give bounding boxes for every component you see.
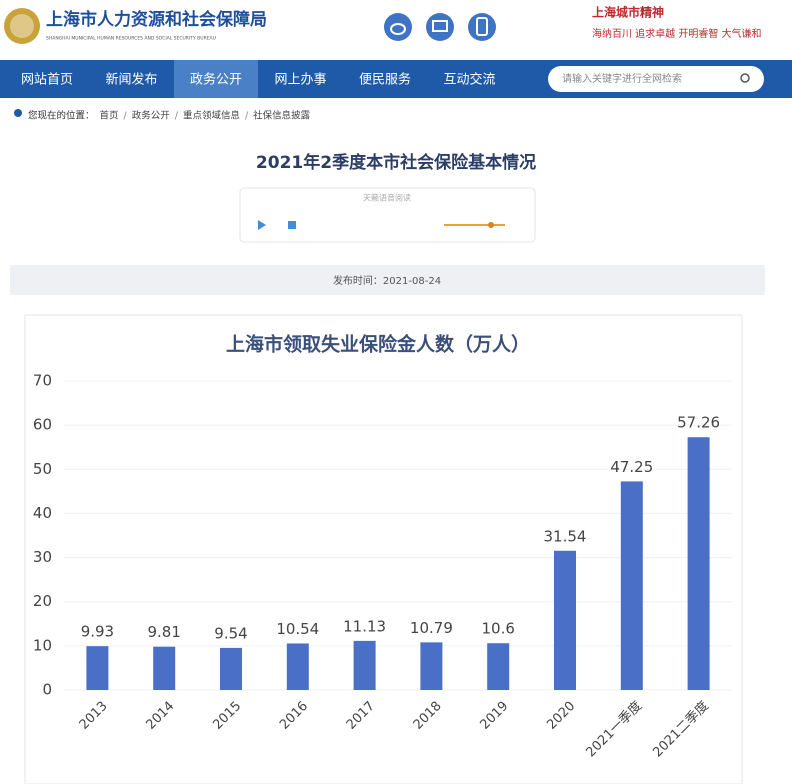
article-title: 2021年2季度本市社会保险基本情况 xyxy=(256,152,536,173)
y-tick-label: 20 xyxy=(33,592,52,610)
location-icon xyxy=(14,109,22,117)
nav-active xyxy=(174,60,258,98)
date-bar xyxy=(10,265,765,295)
publish-date: 发布时间：2021-08-24 xyxy=(333,274,441,287)
y-tick-label: 40 xyxy=(33,504,52,522)
breadcrumb-separator: / xyxy=(124,111,128,122)
nav-item[interactable]: 政务公开 xyxy=(190,72,242,88)
bar xyxy=(620,481,643,690)
nav-item[interactable]: 网站首页 xyxy=(21,73,73,88)
bar xyxy=(220,647,242,690)
data-label: 10.79 xyxy=(410,619,453,637)
breadcrumb-item[interactable]: 政务公开 xyxy=(132,110,171,122)
y-tick-label: 70 xyxy=(33,372,52,390)
bar xyxy=(286,643,309,690)
bar xyxy=(487,643,510,690)
site-title: 上海市人力资源和社会保障局 xyxy=(46,9,267,30)
data-label: 31.54 xyxy=(544,527,587,545)
web-glyph xyxy=(432,20,448,32)
y-tick-label: 50 xyxy=(33,460,52,478)
mobile-icon[interactable] xyxy=(468,13,496,41)
y-tick-label: 60 xyxy=(33,416,52,434)
weibo-glyph xyxy=(390,23,406,35)
weibo-icon[interactable] xyxy=(384,13,412,41)
breadcrumb-item[interactable]: 首页 xyxy=(100,110,119,122)
y-tick-label: 30 xyxy=(33,548,52,566)
bar xyxy=(86,646,109,690)
y-tick-label: 10 xyxy=(33,636,52,654)
data-label: 47.25 xyxy=(610,458,653,476)
data-label: 9.54 xyxy=(214,624,247,642)
breadcrumb-item[interactable]: 重点领域信息 xyxy=(183,110,240,122)
logo xyxy=(4,8,40,44)
search-icon[interactable] xyxy=(740,73,750,83)
site-subtitle: SHANGHAI MUNICIPAL HUMAN RESOURCES AND S… xyxy=(46,36,216,42)
nav-item[interactable]: 网上办事 xyxy=(274,73,326,88)
bar xyxy=(153,646,176,690)
breadcrumb-separator: / xyxy=(175,111,179,122)
breadcrumb-separator: / xyxy=(245,111,249,122)
web-icon[interactable] xyxy=(426,13,454,41)
nav-item[interactable]: 便民服务 xyxy=(359,72,411,88)
breadcrumb-label: 您现在的位置： xyxy=(28,110,95,122)
data-label: 10.6 xyxy=(481,620,514,638)
slogan: 海纳百川 追求卓越 开明睿智 大气谦和 xyxy=(592,27,762,40)
logo-inner xyxy=(10,14,34,38)
nav-item[interactable]: 新闻发布 xyxy=(105,72,157,88)
search-placeholder: 请输入关键字进行全网检索 xyxy=(562,72,682,85)
bar xyxy=(687,437,710,690)
data-label: 9.93 xyxy=(81,623,114,641)
nav-item[interactable]: 互动交流 xyxy=(443,72,495,88)
player-label: 天籁语音阅读 xyxy=(363,193,411,203)
bar xyxy=(353,640,376,690)
audio-player xyxy=(239,187,536,243)
breadcrumb-item[interactable]: 社保信息披露 xyxy=(253,110,311,122)
volume-knob[interactable] xyxy=(488,222,494,228)
bar xyxy=(554,550,576,690)
search-box[interactable] xyxy=(548,66,764,92)
data-label: 11.13 xyxy=(343,617,386,635)
data-label: 9.81 xyxy=(147,623,180,641)
slogan-title: 上海城市精神 xyxy=(592,5,664,20)
data-label: 57.26 xyxy=(677,414,720,432)
stop-button[interactable] xyxy=(288,221,296,229)
bar xyxy=(420,642,443,690)
y-tick-label: 0 xyxy=(42,681,52,699)
chart-title: 上海市领取失业保险金人数（万人） xyxy=(226,333,530,356)
data-label: 10.54 xyxy=(276,620,319,638)
play-button[interactable] xyxy=(258,220,266,230)
mobile-glyph xyxy=(476,17,488,36)
